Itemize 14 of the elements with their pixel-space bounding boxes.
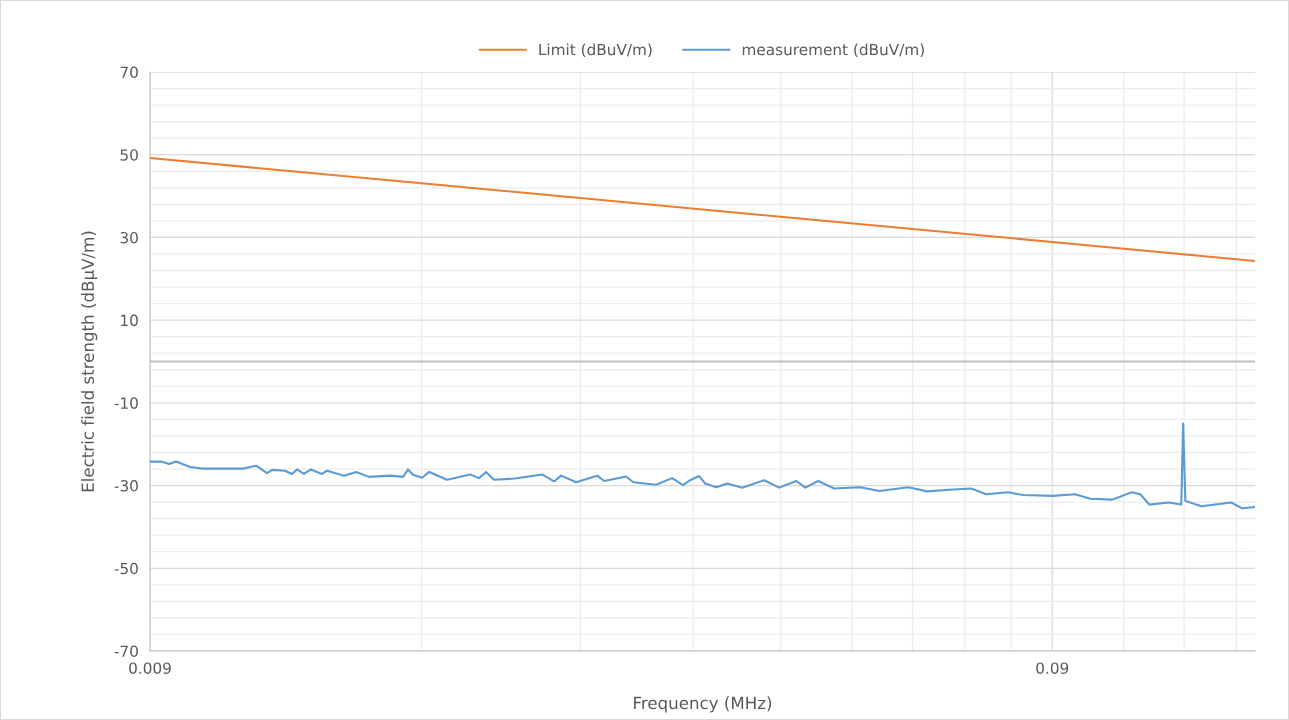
y-tick-label: 30 <box>120 231 138 244</box>
x-axis-title: Frequency (MHz) <box>634 696 772 713</box>
y-tick-label: -10 <box>114 397 138 409</box>
y-axis-title: Electric field strength (dBμV/m) <box>81 231 98 492</box>
legend-label: Limit (dBuV/m) <box>539 43 652 58</box>
x-tick-label: 0.09 <box>1036 662 1069 674</box>
y-tick-label: -70 <box>114 645 138 658</box>
y-tick-label: -30 <box>114 480 138 492</box>
legend-label: measurement (dBuV/m) <box>742 43 924 58</box>
y-tick-label: 70 <box>120 66 138 79</box>
x-tick-label: 0.009 <box>129 662 171 674</box>
y-tick-label: 50 <box>120 149 138 161</box>
y-tick-label: 10 <box>121 314 138 327</box>
y-tick-label: -50 <box>114 562 138 575</box>
